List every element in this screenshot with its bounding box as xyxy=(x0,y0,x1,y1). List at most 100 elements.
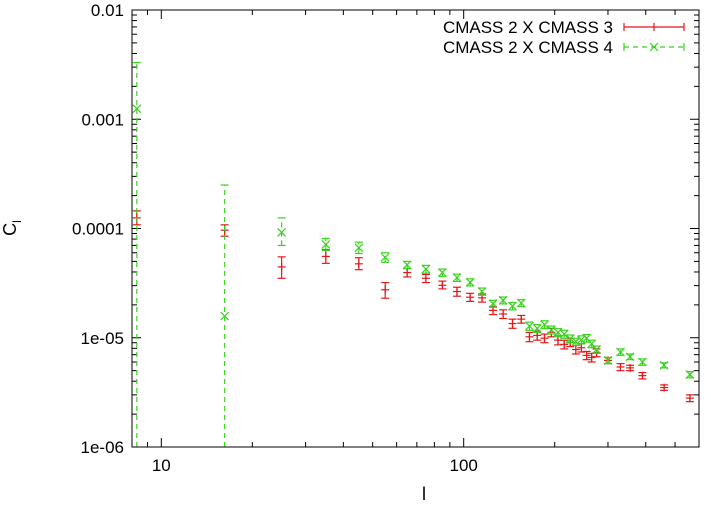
data-point xyxy=(532,323,542,333)
data-point xyxy=(603,356,613,365)
data-point xyxy=(421,264,431,274)
cross-marker xyxy=(516,298,526,308)
y-tick-labels: 1e-06 1e-05 0.0001 0.001 0.01 xyxy=(72,1,124,457)
data-point xyxy=(499,309,508,320)
cross-marker xyxy=(559,329,569,339)
legend-entry-1: CMASS 2 X CMASS 3 xyxy=(443,18,685,37)
data-point xyxy=(616,362,625,372)
data-point xyxy=(525,321,534,331)
data-point xyxy=(592,345,601,354)
data-point xyxy=(381,281,390,299)
cross-marker xyxy=(571,337,581,347)
cross-marker xyxy=(477,287,487,296)
data-point xyxy=(354,241,364,255)
data-point xyxy=(508,301,517,311)
cross-marker xyxy=(540,320,549,330)
y-tick-label: 1e-05 xyxy=(81,329,124,348)
cross-marker xyxy=(421,264,431,274)
data-point xyxy=(477,287,487,296)
legend-entry-2: CMASS 2 X CMASS 4 xyxy=(443,38,685,57)
data-point xyxy=(403,267,412,278)
cross-marker xyxy=(277,228,287,237)
data-point xyxy=(616,347,625,357)
data-point xyxy=(540,333,549,344)
data-point xyxy=(220,184,230,447)
y-tick-label: 0.01 xyxy=(91,1,124,20)
cross-marker xyxy=(582,333,592,343)
data-point xyxy=(516,298,526,308)
tick-marks xyxy=(132,9,699,448)
data-point xyxy=(517,314,526,324)
y-tick-label: 0.001 xyxy=(81,110,124,129)
data-point xyxy=(546,325,556,335)
cross-marker xyxy=(498,295,508,305)
data-point xyxy=(354,257,363,271)
cross-marker xyxy=(508,301,517,311)
data-point xyxy=(402,260,412,270)
cross-marker xyxy=(546,325,556,335)
svg-text:Cl: Cl xyxy=(0,220,24,236)
legend-marker xyxy=(649,42,659,52)
data-point xyxy=(452,273,462,283)
data-point xyxy=(577,343,586,353)
y-axis-label-subscript: l xyxy=(10,220,24,223)
data-series xyxy=(132,62,695,447)
cross-marker xyxy=(488,299,498,309)
data-point xyxy=(638,371,647,380)
data-point xyxy=(659,360,669,370)
cross-marker xyxy=(625,352,635,362)
cross-marker xyxy=(685,370,695,380)
cross-marker xyxy=(587,339,597,349)
cross-marker xyxy=(638,357,647,367)
data-point xyxy=(438,280,447,290)
cross-marker xyxy=(576,335,586,345)
cross-marker xyxy=(132,104,142,114)
cross-marker xyxy=(380,252,390,262)
data-point xyxy=(625,352,635,362)
data-point xyxy=(559,329,569,339)
data-point xyxy=(421,273,430,284)
data-point xyxy=(587,352,596,363)
data-point xyxy=(553,327,563,337)
data-point xyxy=(132,62,142,447)
cross-marker xyxy=(603,356,613,365)
cross-marker xyxy=(616,347,625,357)
data-point xyxy=(321,237,331,252)
data-point xyxy=(465,277,475,287)
plot-frame xyxy=(131,9,700,448)
data-point xyxy=(626,363,635,372)
data-point xyxy=(685,370,695,380)
x-tick-label: 100 xyxy=(450,456,478,475)
legend-label: CMASS 2 X CMASS 3 xyxy=(443,18,613,37)
x-tick-labels: 10 100 xyxy=(152,456,478,475)
cross-marker xyxy=(437,268,447,277)
cross-marker xyxy=(532,323,542,333)
cross-marker xyxy=(592,345,601,354)
y-axis-label: Cl xyxy=(0,220,24,236)
cross-marker xyxy=(321,239,331,249)
cross-marker xyxy=(565,334,575,344)
data-point xyxy=(582,350,591,361)
data-point xyxy=(660,383,669,392)
data-point xyxy=(565,334,575,344)
series-1 xyxy=(132,210,694,403)
data-point xyxy=(466,292,475,303)
data-point xyxy=(560,339,569,350)
x-axis-label: l xyxy=(422,484,426,504)
cross-marker xyxy=(452,273,462,283)
cross-marker xyxy=(354,243,364,253)
x-tick-label: 10 xyxy=(152,456,171,475)
cross-marker xyxy=(659,360,669,370)
data-point xyxy=(437,268,447,277)
data-point xyxy=(380,252,390,263)
data-point xyxy=(488,299,498,309)
legend-label: CMASS 2 X CMASS 4 xyxy=(443,38,613,57)
y-tick-label: 1e-06 xyxy=(81,438,124,457)
data-point xyxy=(525,331,534,343)
cross-marker xyxy=(465,277,475,287)
data-point xyxy=(508,318,517,329)
cross-marker xyxy=(402,260,412,270)
data-point xyxy=(540,320,549,330)
